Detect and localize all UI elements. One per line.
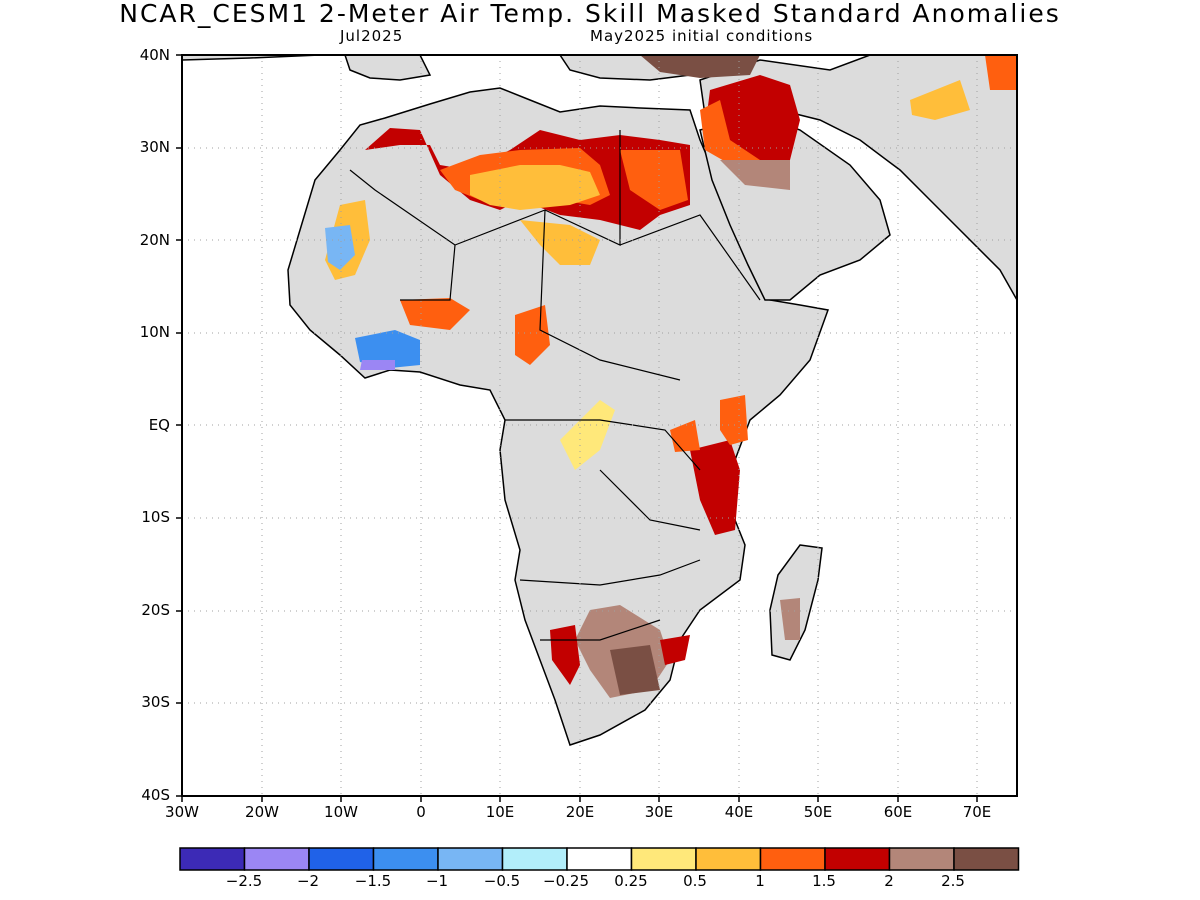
colorbar-label-3: −1.5 bbox=[354, 872, 392, 890]
initial-conditions-label: May2025 initial conditions bbox=[590, 27, 814, 45]
congo-weak-warm bbox=[560, 400, 615, 470]
colorbar-swatch-11 bbox=[824, 847, 891, 871]
valid-month-label: Jul2025 bbox=[340, 27, 404, 45]
lon-label-50e: 50E bbox=[803, 803, 833, 821]
colorbar-label-7: 0.25 bbox=[614, 872, 648, 890]
africa-landmass bbox=[287, 87, 830, 746]
lat-label-20s: 20S bbox=[141, 601, 170, 619]
lat-label-10s: 10S bbox=[141, 508, 170, 526]
guinea-cool bbox=[355, 330, 420, 368]
lat-label-40n: 40N bbox=[139, 46, 170, 64]
colorbar-swatch-2 bbox=[243, 847, 310, 871]
lat-label-eq: EQ bbox=[148, 416, 170, 434]
colorbar-swatch-6 bbox=[501, 847, 568, 871]
east-africa-strong-warm bbox=[690, 440, 740, 535]
sahara-weak-warm bbox=[470, 165, 600, 265]
colorbar-label-12: 2.5 bbox=[941, 872, 965, 890]
lat-label-30n: 30N bbox=[139, 138, 170, 156]
lon-label-60e: 60E bbox=[883, 803, 913, 821]
colorbar-swatch-4 bbox=[372, 847, 439, 871]
colorbar-label-4: −1 bbox=[425, 872, 449, 890]
colorbar-swatch-3 bbox=[308, 847, 375, 871]
south-africa-warm bbox=[550, 625, 690, 685]
anatolia-very-warm bbox=[640, 55, 760, 78]
colorbar-label-1: −2.5 bbox=[225, 872, 263, 890]
middle-east-warm bbox=[700, 55, 1017, 170]
colorbar-swatch-8 bbox=[630, 847, 697, 871]
lon-label-30w: 30W bbox=[165, 803, 199, 821]
colorbar-swatch-9 bbox=[695, 847, 762, 871]
colorbar-label-11: 2 bbox=[884, 872, 894, 890]
arabia-very-warm bbox=[720, 160, 790, 190]
country-borders bbox=[349, 130, 761, 641]
lon-label-10w: 10W bbox=[324, 803, 358, 821]
iran-warm bbox=[910, 80, 970, 120]
anomaly-patches bbox=[325, 55, 1017, 698]
lon-label-40e: 40E bbox=[724, 803, 754, 821]
europe-landmass bbox=[182, 55, 701, 81]
colorbar-label-2: −2 bbox=[296, 872, 320, 890]
colorbar-label-5: −0.5 bbox=[483, 872, 521, 890]
axis-ticks bbox=[176, 54, 978, 802]
lat-label-20n: 20N bbox=[139, 231, 170, 249]
lat-label-10n: 10N bbox=[139, 323, 170, 341]
lon-label-30e: 30E bbox=[644, 803, 674, 821]
lat-label-30s: 30S bbox=[141, 693, 170, 711]
guinea-strong-cool bbox=[360, 360, 395, 370]
west-africa-cool bbox=[325, 225, 355, 270]
colorbar-swatch-10 bbox=[759, 847, 826, 871]
colorbar-label-10: 1.5 bbox=[812, 872, 836, 890]
lon-label-0: 0 bbox=[416, 803, 426, 821]
colorbar-swatch-5 bbox=[437, 847, 504, 871]
colorbar-label-9: 1 bbox=[755, 872, 765, 890]
sahel-warm bbox=[400, 298, 470, 330]
colorbar-label-8: 0.5 bbox=[683, 872, 707, 890]
colorbar-swatch-12 bbox=[888, 847, 955, 871]
lon-label-20e: 20E bbox=[565, 803, 595, 821]
chad-warm bbox=[515, 305, 550, 365]
colorbar bbox=[179, 847, 1020, 871]
south-africa-extreme bbox=[610, 645, 660, 695]
lon-label-70e: 70E bbox=[962, 803, 992, 821]
colorbar-swatch-1 bbox=[179, 847, 246, 871]
east-africa-warm bbox=[670, 395, 748, 452]
lon-label-20w: 20W bbox=[245, 803, 279, 821]
colorbar-swatch-7 bbox=[566, 847, 633, 871]
lat-label-40s: 40S bbox=[141, 786, 170, 804]
lon-label-10e: 10E bbox=[485, 803, 515, 821]
colorbar-label-6: −0.25 bbox=[543, 872, 589, 890]
colorbar-swatch-13 bbox=[953, 847, 1020, 871]
madagascar-warm bbox=[780, 598, 800, 640]
map-title: NCAR_CESM1 2-Meter Air Temp. Skill Maske… bbox=[119, 0, 1061, 28]
